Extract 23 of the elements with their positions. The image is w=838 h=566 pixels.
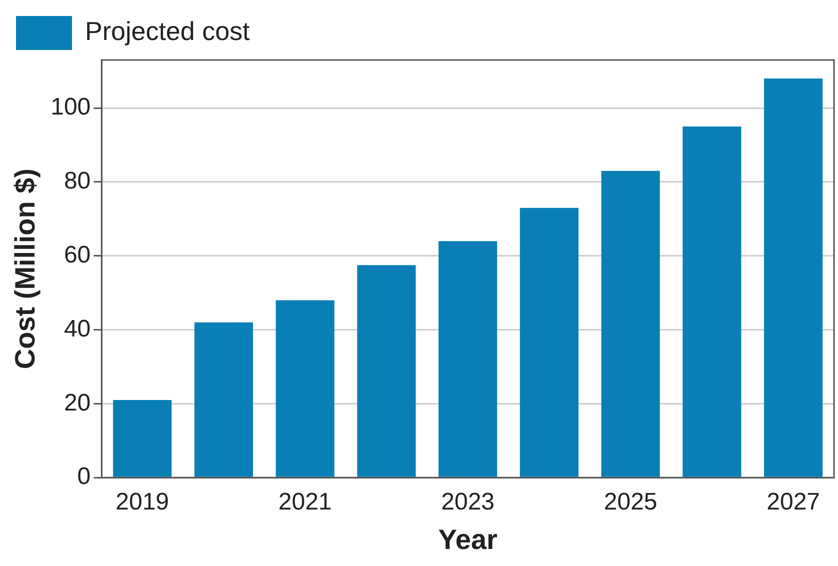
legend-label: Projected cost	[85, 16, 251, 46]
x-tick-label: 2019	[116, 488, 170, 516]
y-tick-label: 20	[64, 389, 91, 416]
bar	[764, 78, 823, 477]
bar	[357, 265, 416, 477]
bar	[194, 322, 253, 477]
bar	[276, 300, 334, 477]
y-tick-label: 80	[64, 168, 91, 195]
bar	[113, 400, 172, 477]
bar	[520, 208, 578, 477]
x-tick-label: 2023	[441, 488, 495, 516]
y-axis-title: Cost (Million $)	[10, 168, 41, 370]
x-tick-label: 2027	[766, 488, 820, 516]
y-tick-label: 40	[64, 315, 91, 342]
bar	[682, 126, 742, 477]
bar	[438, 241, 498, 477]
y-tick-label: 100	[50, 94, 91, 121]
x-tick-label: 2025	[604, 488, 658, 516]
y-tick-label: 0	[77, 463, 91, 490]
x-tick-label: 2021	[278, 488, 332, 516]
bar	[601, 170, 660, 477]
x-axis-title: Year	[438, 524, 498, 555]
y-tick-label: 60	[64, 241, 91, 268]
